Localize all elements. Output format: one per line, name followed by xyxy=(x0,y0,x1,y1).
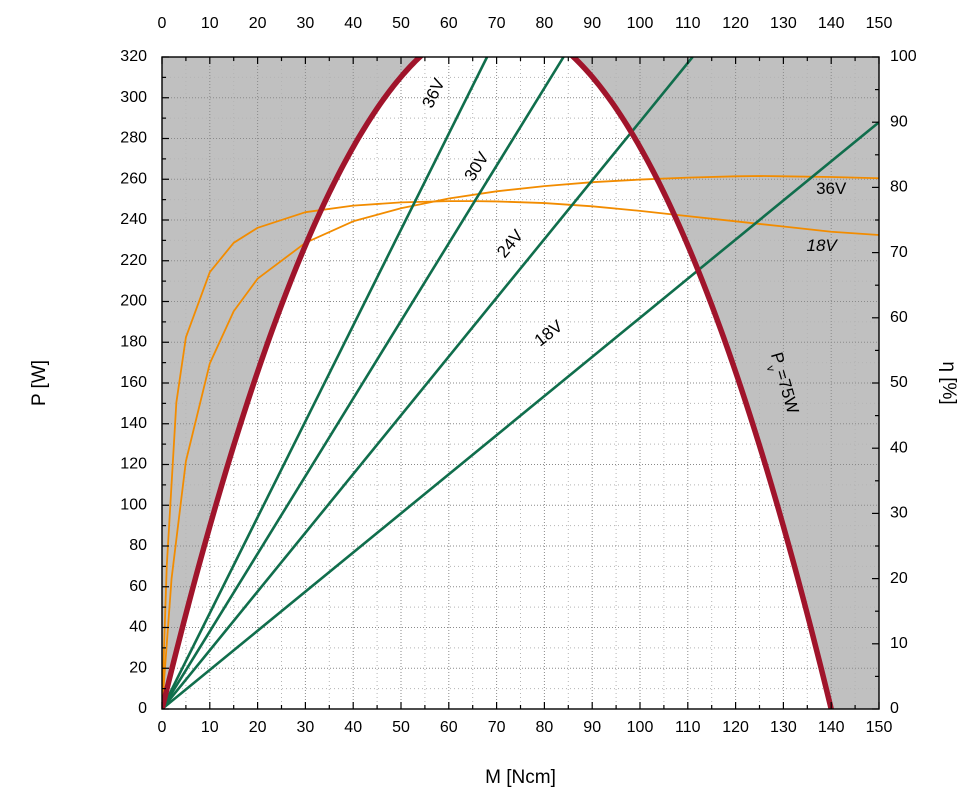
y-axis-left-title: P [W] xyxy=(29,360,50,406)
y-left-tick-label: 300 xyxy=(120,89,147,106)
x-tick-label-top: 80 xyxy=(536,15,554,32)
x-tick-label-bottom: 80 xyxy=(536,719,554,736)
efficiency-curve-36v xyxy=(162,175,879,709)
y-left-tick-label: 120 xyxy=(120,456,147,473)
y-right-tick-label: 100 xyxy=(890,48,917,65)
voltage-line-18v xyxy=(162,121,879,709)
x-tick-label-bottom: 70 xyxy=(488,719,506,736)
y-right-tick-label: 60 xyxy=(890,309,908,326)
x-tick-label-bottom: 40 xyxy=(344,719,362,736)
y-right-tick-label: 80 xyxy=(890,179,908,196)
x-tick-label-top: 60 xyxy=(440,15,458,32)
y-right-tick-label: 90 xyxy=(890,113,908,130)
y-left-tick-label: 20 xyxy=(129,659,147,676)
x-tick-label-top: 120 xyxy=(722,15,749,32)
y-left-tick-label: 80 xyxy=(129,537,147,554)
x-tick-label-bottom: 30 xyxy=(297,719,315,736)
y-right-tick-label: 40 xyxy=(890,439,908,456)
curve-label: 18V xyxy=(807,236,839,255)
x-tick-label-bottom: 140 xyxy=(818,719,845,736)
y-right-tick-label: 10 xyxy=(890,635,908,652)
efficiency-curve-18v xyxy=(162,200,879,709)
x-tick-label-bottom: 100 xyxy=(627,719,654,736)
x-tick-label-bottom: 60 xyxy=(440,719,458,736)
x-tick-label-top: 0 xyxy=(158,15,167,32)
x-tick-label-top: 140 xyxy=(818,15,845,32)
x-tick-label-top: 30 xyxy=(297,15,315,32)
y-right-tick-label: 20 xyxy=(890,570,908,587)
power-limit-curve xyxy=(162,57,834,709)
y-right-tick-label: 30 xyxy=(890,505,908,522)
y-axis-right-title: η [%] xyxy=(938,361,959,404)
x-tick-label-top: 110 xyxy=(675,15,701,32)
y-left-tick-label: 180 xyxy=(120,333,147,350)
curve-label: 36V xyxy=(816,179,847,198)
y-left-tick-label: 260 xyxy=(120,170,147,187)
x-tick-label-top: 70 xyxy=(488,15,506,32)
y-left-tick-label: 160 xyxy=(120,374,147,391)
y-left-tick-label: 100 xyxy=(120,496,147,513)
y-left-tick-label: 240 xyxy=(120,211,147,228)
x-tick-label-bottom: 0 xyxy=(158,719,167,736)
x-tick-label-top: 150 xyxy=(866,15,893,32)
y-left-tick-label: 60 xyxy=(129,578,147,595)
voltage-line-24v xyxy=(162,57,694,709)
y-left-tick-label: 280 xyxy=(120,130,147,147)
power-limit-label-sub: v xyxy=(764,364,777,373)
x-tick-label-top: 50 xyxy=(392,15,410,32)
voltage-line-30v xyxy=(162,57,565,709)
x-axis-title: M [Ncm] xyxy=(485,767,556,788)
x-tick-label-top: 20 xyxy=(249,15,267,32)
y-right-tick-label: 0 xyxy=(890,700,899,717)
x-tick-label-bottom: 20 xyxy=(249,719,267,736)
y-right-tick-label: 50 xyxy=(890,374,908,391)
x-tick-label-top: 40 xyxy=(344,15,362,32)
axis-ticks xyxy=(161,56,880,710)
y-right-tick-label: 70 xyxy=(890,244,908,261)
voltage-line-36v xyxy=(162,57,489,709)
x-tick-label-bottom: 10 xyxy=(201,719,219,736)
x-tick-label-top: 100 xyxy=(627,15,654,32)
x-tick-label-bottom: 90 xyxy=(583,719,601,736)
y-left-tick-label: 220 xyxy=(120,252,147,269)
y-left-tick-label: 200 xyxy=(120,293,147,310)
x-tick-label-bottom: 110 xyxy=(675,719,701,736)
x-tick-label-top: 90 xyxy=(583,15,601,32)
grid xyxy=(162,57,879,709)
y-left-tick-label: 40 xyxy=(129,619,147,636)
x-tick-label-bottom: 120 xyxy=(722,719,749,736)
x-tick-label-top: 10 xyxy=(201,15,219,32)
power-limit-label-p: P xyxy=(767,350,788,366)
x-tick-label-bottom: 50 xyxy=(392,719,410,736)
x-tick-label-top: 130 xyxy=(770,15,797,32)
y-left-tick-label: 320 xyxy=(120,48,147,65)
y-left-tick-label: 140 xyxy=(120,415,147,432)
x-tick-label-bottom: 130 xyxy=(770,719,797,736)
y-left-tick-label: 0 xyxy=(138,700,147,717)
x-tick-label-bottom: 150 xyxy=(866,719,893,736)
